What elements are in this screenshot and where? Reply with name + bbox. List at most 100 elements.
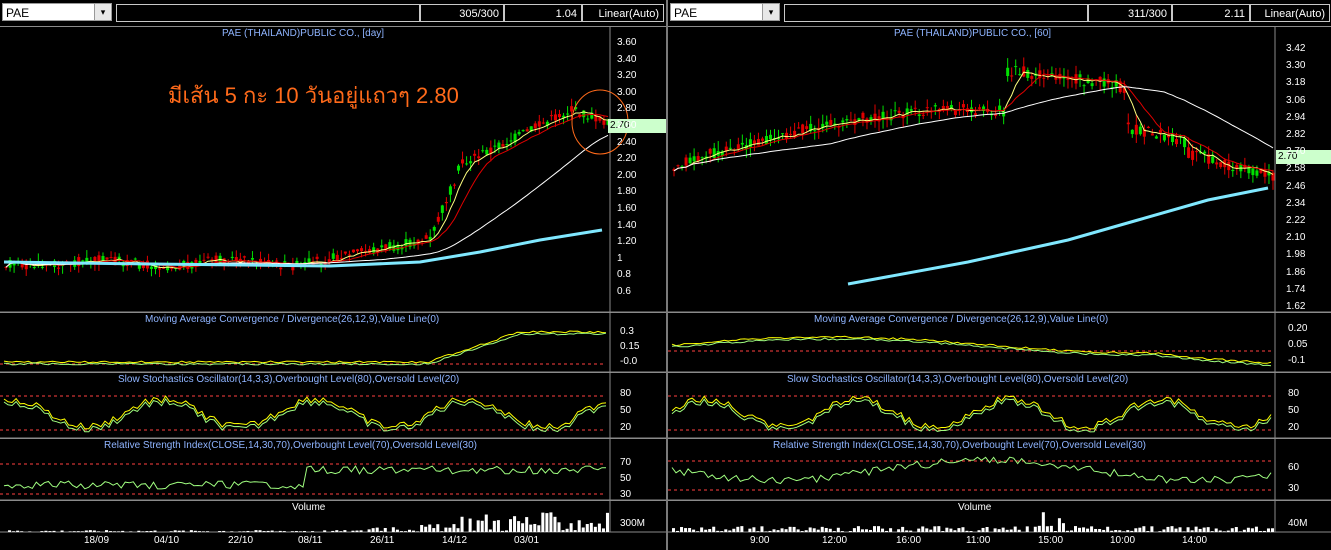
candle-body (1227, 161, 1231, 171)
volume-bar (688, 528, 692, 532)
candle-body (452, 184, 456, 186)
candle-body (242, 256, 246, 258)
macd-axis-label: 0.15 (620, 341, 640, 352)
candle-body (700, 157, 704, 159)
volume-bar (1174, 528, 1178, 532)
hourly-chart-panel: PAE ▾ 311/300 2.11 Linear(Auto) PAE (THA… (668, 0, 1331, 550)
volume-bar (1013, 526, 1017, 532)
candle-body (396, 244, 400, 251)
price-axis-label: 0.6 (617, 286, 631, 297)
volume-bar (985, 526, 989, 532)
volume-bar (792, 526, 796, 532)
candle-body (1014, 66, 1018, 68)
volume-bar (359, 530, 363, 532)
chevron-down-icon[interactable]: ▾ (762, 4, 779, 20)
symbol-select[interactable]: PAE ▾ (670, 3, 780, 21)
volume-bar (529, 524, 533, 532)
time-label: 10:00 (1110, 535, 1136, 546)
ma-fast-line (673, 71, 1274, 175)
ma-long-line (3, 228, 603, 268)
candle-body (1046, 75, 1050, 77)
candle-body (1138, 126, 1142, 135)
volume-bar (949, 528, 953, 532)
volume-bar (997, 529, 1001, 532)
chart-title: PAE (THAILAND)PUBLIC CO., [60] (894, 28, 1052, 39)
volume-bar (1061, 523, 1065, 532)
scale-mode[interactable]: Linear(Auto) (582, 4, 664, 22)
panel-divider[interactable] (666, 0, 668, 550)
stochastic-d-line (3, 398, 607, 433)
candle-body (355, 249, 360, 252)
volume-bar (909, 530, 913, 532)
candle-body (873, 113, 877, 120)
candle-body (250, 258, 254, 260)
volume-bar (274, 531, 278, 532)
candle-body (1150, 133, 1154, 136)
volume-bar (981, 527, 985, 532)
candle-body (845, 119, 849, 121)
volume-bar (1041, 512, 1045, 532)
candle-body (881, 111, 885, 120)
volume-bar (569, 523, 573, 532)
volume-bar (141, 531, 145, 532)
candle-body (1170, 133, 1174, 143)
chevron-down-icon[interactable]: ▾ (94, 4, 111, 20)
volume-bar (1162, 529, 1166, 532)
candle-body (566, 113, 570, 115)
right-toolbar: PAE ▾ 311/300 2.11 Linear(Auto) (668, 0, 1331, 26)
candle-body (1142, 129, 1146, 137)
volume-bar (1146, 531, 1150, 532)
volume-bar (222, 530, 226, 532)
rsi-axis-label: 30 (620, 489, 632, 500)
price-axis-label: 3.00 (617, 86, 637, 98)
candle-body (724, 146, 728, 151)
candle-body (541, 122, 545, 124)
candle-body (149, 266, 153, 269)
price-pane[interactable]: PAE (THAILAND)PUBLIC CO., [60] (668, 26, 1331, 312)
price-axis-label: 2.00 (617, 169, 637, 181)
candle-body (805, 126, 809, 129)
volume-bar (1194, 526, 1198, 532)
volume-bar (189, 530, 193, 532)
volume-bar (800, 531, 804, 532)
volume-bar (917, 528, 921, 532)
price-axis-label: 2.10 (1286, 232, 1306, 244)
candle-body (416, 239, 420, 244)
volume-bar (1126, 530, 1130, 532)
candle-body (206, 256, 210, 258)
candle-body (1203, 151, 1207, 154)
bar-count: 305/300 (420, 4, 504, 22)
volume-bar (897, 529, 901, 532)
candle-body (1130, 129, 1134, 135)
volume-bar (1114, 530, 1118, 532)
candle-body (893, 110, 897, 112)
symbol-select[interactable]: PAE ▾ (2, 3, 112, 21)
volume-bar (149, 530, 153, 532)
price-pane[interactable]: PAE (THAILAND)PUBLIC CO., [day] (0, 26, 666, 312)
candle-body (801, 124, 805, 134)
candle-body (537, 121, 541, 127)
scale-mode[interactable]: Linear(Auto) (1250, 4, 1330, 22)
volume-bar (557, 522, 561, 532)
candle-body (998, 105, 1002, 111)
candle-body (549, 115, 553, 117)
candle-body (676, 165, 680, 167)
macd-signal-line (671, 337, 1272, 367)
volume-bar (764, 531, 768, 532)
volume-bar (444, 527, 448, 532)
volume-bar (965, 530, 969, 532)
candle-body (545, 121, 549, 126)
volume-bar (553, 516, 557, 532)
volume-bar (1102, 529, 1106, 532)
candle-body (1243, 164, 1247, 169)
volume-bar (597, 523, 601, 532)
candle-body (590, 112, 594, 119)
candle-body (1098, 76, 1102, 81)
candle-body (432, 226, 436, 231)
volume-bar (533, 523, 537, 532)
volume-bar (945, 527, 949, 532)
candle-body (728, 147, 732, 149)
volume-bar (1234, 527, 1238, 532)
volume-bar (1250, 528, 1254, 532)
volume-bar (929, 529, 933, 532)
